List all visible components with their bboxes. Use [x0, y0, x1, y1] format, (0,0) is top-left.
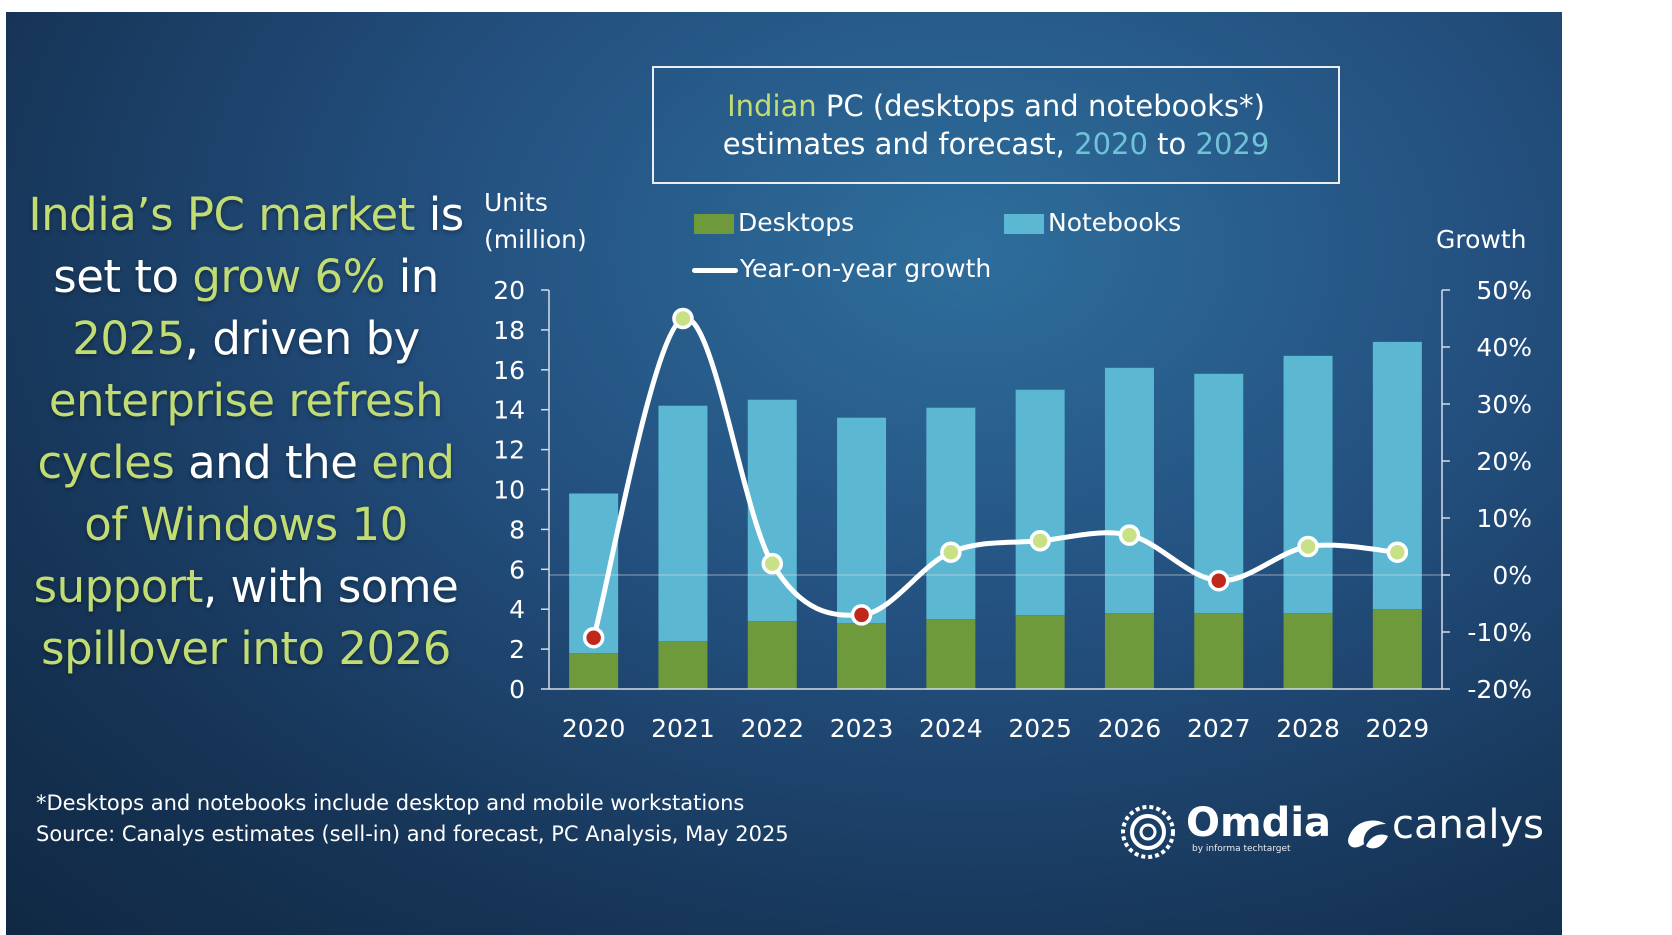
notebooks-bar: [1372, 341, 1422, 610]
footnote-source: Source: Canalys estimates (sell-in) and …: [36, 822, 789, 846]
title-year-to: 2029: [1195, 127, 1270, 161]
desktops-bar: [926, 619, 976, 689]
growth-point: [1118, 524, 1141, 546]
headline-highlight: spillover into 2026: [41, 622, 451, 675]
notebooks-swatch: [1004, 214, 1044, 234]
notebooks-bar: [1283, 355, 1333, 614]
headline-highlight: India’s PC market: [28, 188, 415, 241]
headline-highlight: grow 6%: [192, 250, 385, 303]
x-tick-label: 2028: [1276, 714, 1340, 743]
notebooks-bar: [837, 417, 887, 624]
right-tick-label: 40%: [1476, 333, 1532, 362]
omdia-subtitle: by informa techtarget: [1192, 844, 1291, 854]
notebooks-bar: [926, 407, 976, 620]
left-tick-label: 10: [493, 476, 525, 505]
left-tick-label: 0: [509, 675, 525, 704]
title-line1: PC (desktops and notebooks*): [816, 89, 1265, 123]
notebooks-bar: [1104, 367, 1154, 614]
desktops-bar: [747, 621, 797, 689]
growth-line-swatch: [692, 267, 738, 273]
x-tick-label: 2020: [562, 714, 626, 743]
right-tick-label: 30%: [1476, 390, 1532, 419]
left-axis-title-line2: (million): [484, 225, 587, 254]
right-tick-label: 20%: [1476, 447, 1532, 476]
desktops-bar: [1104, 613, 1154, 689]
growth-point: [1029, 530, 1051, 552]
left-tick-label: 14: [493, 396, 525, 425]
notebooks-bar: [658, 405, 708, 642]
left-tick-label: 12: [493, 436, 525, 465]
title-year-from: 2020: [1074, 127, 1148, 161]
growth-point: [1386, 541, 1409, 563]
desktops-bar: [569, 653, 619, 689]
left-tick-label: 8: [509, 515, 525, 544]
right-tick-label: -10%: [1467, 618, 1532, 647]
growth-point: [761, 552, 783, 575]
headline-highlight: end of Windows 10 support: [33, 436, 455, 613]
legend-notebooks-label: Notebooks: [1048, 208, 1182, 237]
desktops-swatch: [694, 214, 734, 234]
growth-point: [850, 604, 873, 626]
headline-highlight: enterprise refresh cycles: [37, 374, 444, 489]
headline-highlight: 2025: [72, 312, 185, 365]
notebooks-bar: [1015, 389, 1065, 616]
left-tick-label: 18: [493, 316, 525, 345]
footnote-line1: *Desktops and notebooks include desktop …: [36, 791, 745, 815]
right-tick-label: 10%: [1476, 504, 1532, 533]
headline-text: and the: [174, 436, 372, 489]
right-tick-label: 0%: [1492, 561, 1532, 590]
title-indian: Indian: [727, 89, 817, 123]
omdia-wordmark: Omdia: [1186, 800, 1332, 846]
combo-chart: 2020 2021 2022 2023 2024 2025 2026 2027 2028 2029…: [493, 276, 1532, 743]
x-tick-label: 2027: [1187, 714, 1251, 743]
footnote: *Desktops and notebooks include desktop …: [36, 788, 789, 850]
left-tick-label: 2: [509, 635, 525, 664]
desktops-bar: [658, 641, 708, 689]
legend-notebooks: Notebooks: [1004, 208, 1181, 237]
x-tick-label: 2023: [830, 714, 894, 743]
x-tick-label: 2029: [1366, 714, 1430, 743]
growth-point: [1297, 535, 1319, 558]
headline-text: , with some: [202, 560, 459, 613]
growth-point: [672, 307, 694, 330]
left-axis-title-line1: Units: [484, 188, 548, 217]
left-tick-label: 20: [493, 276, 525, 305]
left-tick-label: 6: [509, 555, 525, 584]
headline-text: in: [384, 250, 440, 303]
growth-line: [591, 315, 1400, 641]
right-tick-label: 50%: [1476, 276, 1532, 305]
desktops-bar: [1015, 615, 1065, 689]
desktops-bar: [1372, 609, 1422, 689]
legend-desktops-label: Desktops: [738, 208, 855, 237]
left-tick-label: 4: [509, 595, 525, 624]
right-axis-title: Growth: [1436, 225, 1527, 254]
x-tick-label: 2024: [919, 714, 983, 743]
canalys-wordmark: canalys: [1392, 802, 1544, 848]
omdia-logo-icon: [1121, 805, 1175, 859]
legend-desktops: Desktops: [694, 208, 854, 237]
headline-text: , driven by: [184, 312, 421, 365]
growth-point: [582, 626, 605, 649]
x-tick-label: 2025: [1008, 714, 1072, 743]
growth-point: [1208, 569, 1230, 592]
desktops-bar: [1194, 613, 1244, 689]
desktops-bar: [837, 623, 887, 689]
title-line2: estimates and forecast,: [722, 127, 1075, 161]
left-axis-title: Units (million): [484, 184, 587, 258]
growth-point: [940, 541, 962, 563]
chart-panel: India’s PC market is set to grow 6% in 2…: [6, 12, 1562, 935]
x-tick-label: 2026: [1098, 714, 1162, 743]
chart-title: Indian PC (desktops and notebooks*) esti…: [652, 66, 1340, 184]
legend-growth: Year-on-year growth: [692, 254, 991, 283]
title-to: to: [1147, 127, 1196, 161]
desktops-bar: [1283, 613, 1333, 689]
x-tick-label: 2021: [651, 714, 715, 743]
canalys-logo-icon: [1348, 820, 1388, 849]
legend-growth-label: Year-on-year growth: [740, 254, 992, 283]
x-tick-label: 2022: [740, 714, 804, 743]
headline-text: is set to: [53, 188, 464, 303]
headline: India’s PC market is set to grow 6% in 2…: [26, 184, 466, 680]
right-tick-label: -20%: [1467, 675, 1532, 704]
left-tick-label: 16: [493, 356, 525, 385]
